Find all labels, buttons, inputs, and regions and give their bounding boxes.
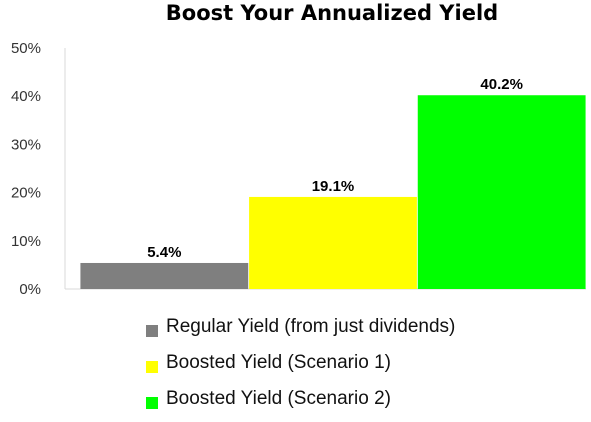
y-tick-label: 20% <box>11 185 41 202</box>
data-labels: 5.4% 19.1% 40.2% <box>147 76 523 261</box>
legend-swatch <box>146 397 158 409</box>
legend-label: Boosted Yield (Scenario 1) <box>166 352 391 373</box>
bar <box>249 196 417 289</box>
y-axis-ticks: 0% 10% 20% 30% 40% 50% <box>11 40 41 298</box>
legend-label: Regular Yield (from just dividends) <box>166 316 456 337</box>
y-tick-label: 30% <box>11 136 41 153</box>
bar <box>80 262 249 289</box>
y-tick-label: 40% <box>11 88 41 105</box>
legend-swatch <box>146 361 158 373</box>
bars <box>80 95 586 290</box>
y-tick-label: 0% <box>19 281 41 298</box>
legend-label: Boosted Yield (Scenario 2) <box>166 388 391 409</box>
y-tick-label: 10% <box>11 233 41 250</box>
data-label: 19.1% <box>312 178 355 195</box>
data-label: 40.2% <box>480 76 523 93</box>
bar <box>417 95 586 290</box>
legend-swatch <box>146 325 158 337</box>
y-tick-label: 50% <box>11 40 41 57</box>
chart-title: Boost Your Annualized Yield <box>166 1 498 25</box>
data-label: 5.4% <box>147 244 181 261</box>
